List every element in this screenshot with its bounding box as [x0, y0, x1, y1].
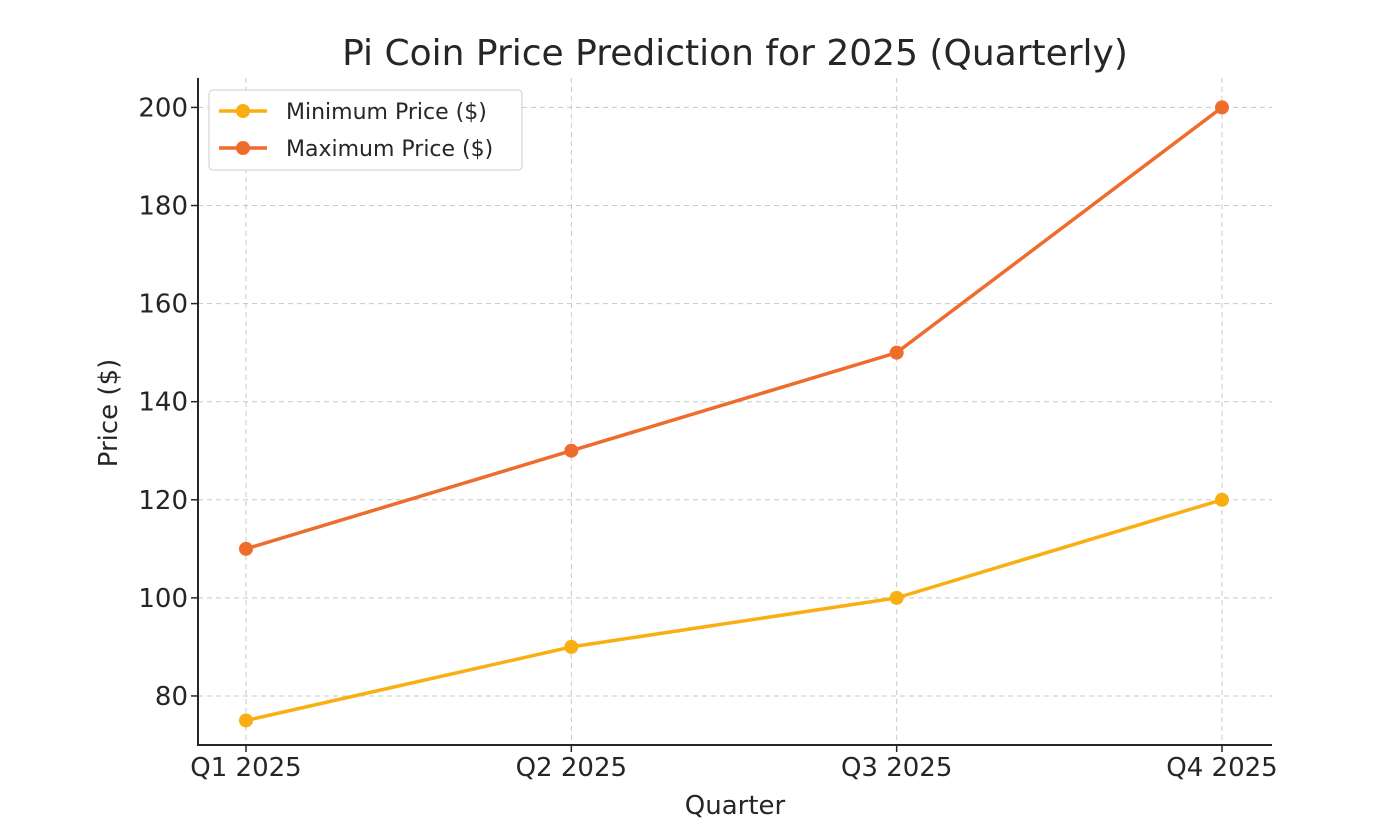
- legend-swatch-marker: [236, 141, 250, 155]
- data-point: [564, 639, 579, 654]
- axes: [197, 78, 1272, 746]
- x-tick-label: Q1 2025: [190, 753, 301, 783]
- x-tick-label: Q2 2025: [516, 753, 627, 783]
- x-tick-label: Q3 2025: [841, 753, 952, 783]
- data-point: [564, 443, 579, 458]
- data-point: [1215, 100, 1229, 115]
- series-line: [245, 106, 1224, 551]
- y-tick-label: 140: [138, 388, 188, 418]
- data-point: [1215, 492, 1229, 507]
- data-point: [889, 590, 904, 605]
- y-tick-label: 80: [155, 682, 188, 712]
- series-line: [245, 498, 1223, 723]
- chart-title: Pi Coin Price Prediction for 2025 (Quart…: [342, 33, 1128, 74]
- y-tick-label: 120: [138, 486, 188, 516]
- series-group: [239, 100, 1229, 728]
- x-axis-label: Quarter: [685, 791, 786, 821]
- y-axis-ticks: 80 100 120 140 160 180 200: [138, 93, 198, 712]
- legend-swatch-marker: [236, 104, 250, 118]
- x-axis-ticks: Q1 2025 Q2 2025 Q3 2025 Q4 2025: [190, 745, 1278, 783]
- y-tick-label: 160: [138, 290, 188, 320]
- legend-label: Minimum Price ($): [286, 100, 487, 125]
- legend: Minimum Price ($) Maximum Price ($): [208, 89, 523, 171]
- y-tick-label: 180: [138, 192, 188, 222]
- x-tick-label: Q4 2025: [1166, 753, 1277, 783]
- series-1: [239, 492, 1229, 728]
- y-axis-label: Price ($): [94, 359, 124, 468]
- data-point: [889, 345, 904, 360]
- y-tick-label: 100: [138, 584, 188, 614]
- legend-box: [208, 89, 523, 171]
- gridlines: [198, 78, 1272, 745]
- data-point: [239, 541, 253, 556]
- series-2: [239, 100, 1229, 556]
- y-tick-label: 200: [138, 93, 188, 123]
- data-point: [239, 713, 253, 728]
- legend-label: Maximum Price ($): [286, 137, 493, 162]
